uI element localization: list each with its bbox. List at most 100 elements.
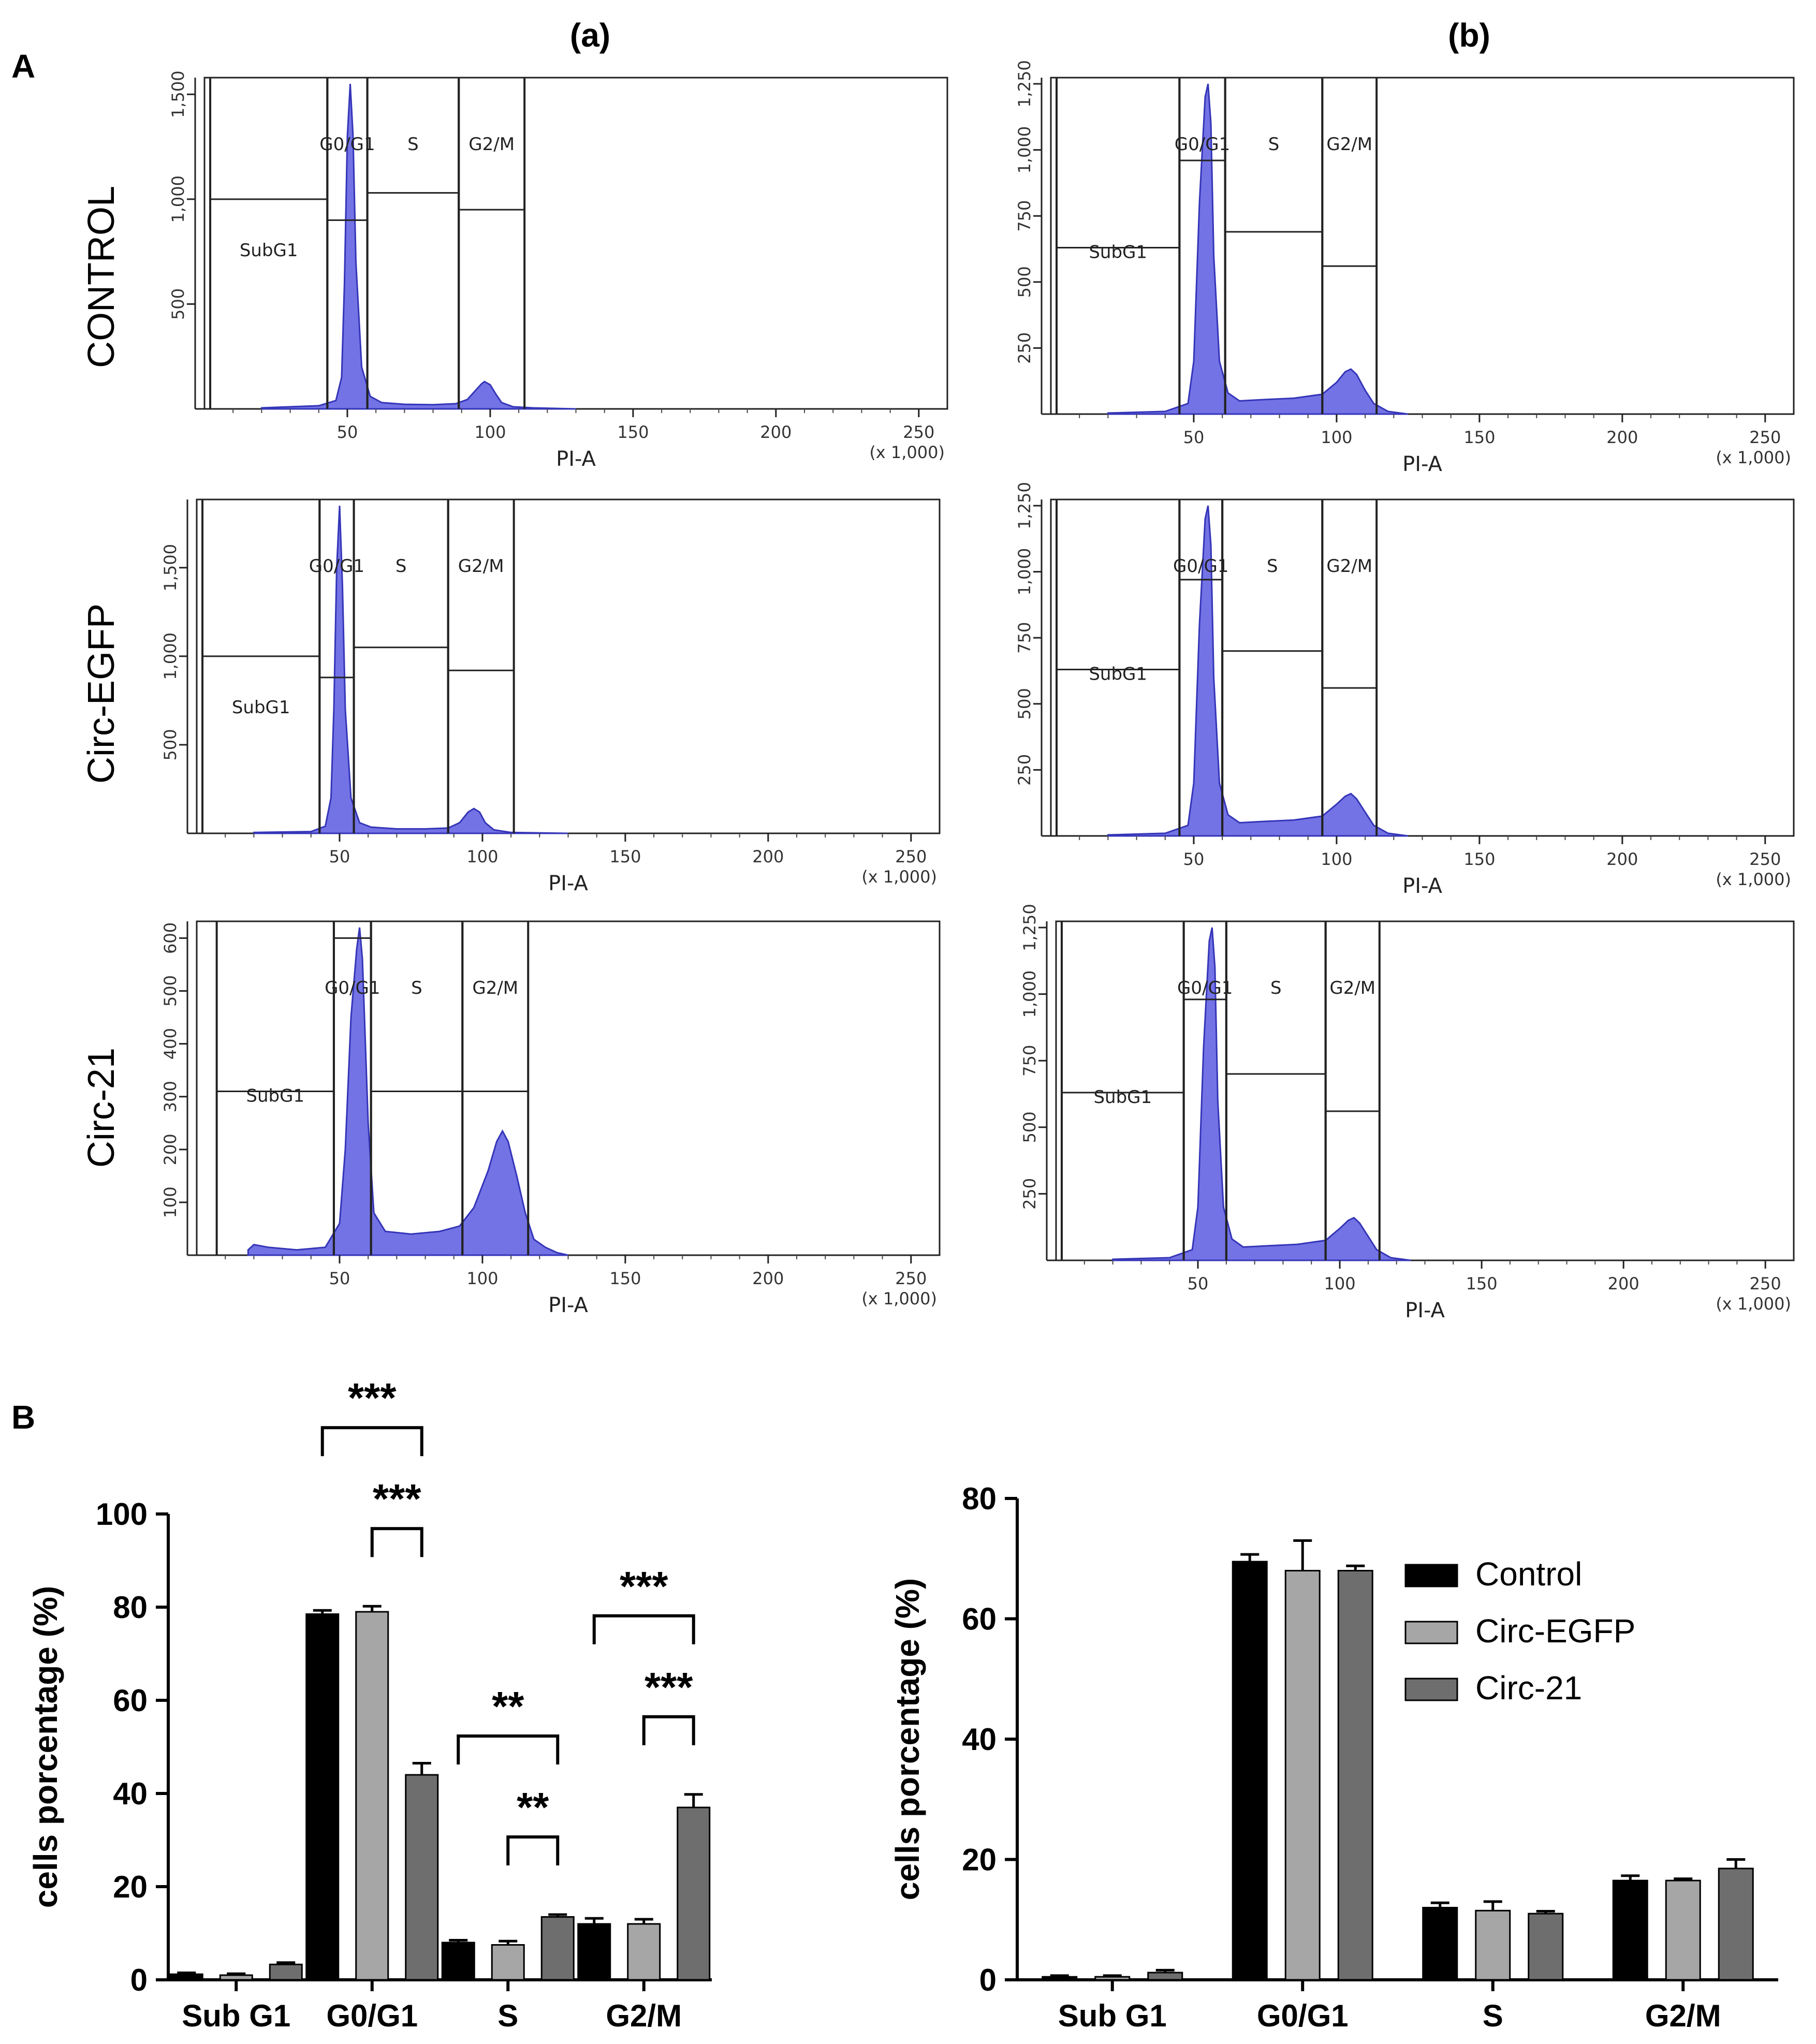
gate-label-S: S	[1267, 556, 1278, 577]
x-tick-label: 200	[1606, 849, 1638, 869]
y-tick-label: 1,000	[1015, 548, 1034, 596]
row-label-circ-egfp: Circ-EGFP	[81, 604, 122, 784]
x-tick-label: G0/G1	[1257, 1998, 1349, 2033]
bar-circ-21	[1337, 1570, 1373, 1981]
bar-control	[1422, 1907, 1458, 1981]
significance-bracket	[370, 1527, 423, 1557]
bar-circ-egfp	[219, 1974, 253, 1981]
x-tick-label: 100	[466, 847, 498, 866]
gate-label-G2/M: G2/M	[458, 556, 504, 577]
x-tick-label: 200	[1606, 428, 1638, 447]
y-tick-label: 0	[979, 1963, 997, 1997]
x-tick-label: 100	[466, 1269, 498, 1288]
y-tick-label: 400	[160, 1028, 180, 1060]
bar-charts: 0 20 40 60 80 100 cells porcentage (%) Sub G1 G0…	[27, 1375, 1778, 2033]
gate-label-G0/G1: G0/G1	[1173, 556, 1228, 577]
legend-label-circ-21: Circ-21	[1475, 1669, 1582, 1707]
x-tick-label: G0/G1	[326, 1998, 418, 2033]
histogram-panel-A-a-circ-egfp: SubG1 G0/G1 S G2/M 50 100 150 200 250 PI-A (x 1,00…	[160, 498, 941, 895]
y-tick-label: 500	[1015, 688, 1034, 719]
x-tick-label: 250	[1750, 1274, 1781, 1293]
histogram-area	[260, 83, 576, 410]
gate-label-G2/M: G2/M	[472, 978, 518, 998]
x-tick-label: 50	[1188, 1274, 1209, 1293]
histogram-area	[247, 927, 568, 1256]
x-tick-label: 50	[329, 847, 350, 866]
y-tick-label: 60	[962, 1602, 997, 1637]
bar-chart-B-right: 0 20 40 60 80 cells porcentage (%) Sub G1 G0/G1…	[889, 1481, 1778, 2033]
histogram-panel-A-b-circ-egfp: SubG1 G0/G1 S G2/M 50 100 150 200 250 PI-A (x 1,00…	[1015, 482, 1795, 898]
y-tick-label: 1,250	[1015, 60, 1034, 108]
bar-circ-21	[540, 1916, 575, 1981]
plot-frame	[196, 920, 941, 1256]
y-tick-label: 20	[962, 1843, 997, 1877]
bar-circ-21	[1147, 1972, 1183, 1981]
y-tick-label: 250	[1015, 754, 1034, 786]
x-multiplier: (x 1,000)	[861, 1289, 937, 1308]
y-tick-label: 500	[168, 288, 188, 320]
bar-control	[1042, 1976, 1078, 1981]
y-tick-label: 500	[160, 729, 180, 760]
x-tick-label: 50	[1183, 428, 1205, 447]
bar-circ-21	[677, 1806, 711, 1981]
significance-label: **	[492, 1683, 524, 1729]
legend-label-control: Control	[1475, 1555, 1582, 1593]
y-tick-label: 1,250	[1015, 482, 1034, 530]
gate-label-SubG1: SubG1	[1093, 1087, 1152, 1108]
y-tick-label: 1,000	[1020, 970, 1039, 1018]
panel-label-col-a: (a)	[570, 17, 610, 54]
x-multiplier: (x 1,000)	[1716, 870, 1791, 889]
bar-control	[1612, 1879, 1648, 1981]
y-tick-label: 200	[160, 1134, 180, 1165]
y-tick-label: 100	[160, 1186, 180, 1218]
bar-circ-egfp	[627, 1923, 661, 1981]
x-tick-label: 200	[752, 1269, 784, 1288]
significance-bracket	[642, 1715, 695, 1745]
legend-label-circ-egfp: Circ-EGFP	[1475, 1612, 1635, 1650]
gate-label-G0/G1: G0/G1	[309, 556, 364, 577]
row-label-circ-21: Circ-21	[81, 1048, 122, 1168]
gate-label-S: S	[1270, 978, 1282, 998]
x-tick-label: 250	[903, 422, 934, 442]
histogram-area	[253, 505, 568, 834]
x-tick-label: G2/M	[606, 1998, 682, 2033]
bar-control	[441, 1942, 475, 1981]
panel-label-col-b: (b)	[1448, 17, 1490, 54]
gate-label-S: S	[407, 134, 419, 155]
significance-label: **	[517, 1784, 549, 1830]
gate-label-G0/G1: G0/G1	[319, 134, 375, 155]
x-tick-label: 200	[760, 422, 792, 442]
x-multiplier: (x 1,000)	[861, 867, 937, 887]
gate-label-G2/M: G2/M	[468, 134, 515, 155]
bar-circ-egfp	[1284, 1570, 1321, 1981]
x-tick-label: 200	[1608, 1274, 1639, 1293]
x-tick-label: 150	[609, 847, 641, 866]
bar-circ-egfp	[1665, 1879, 1701, 1981]
histogram-area	[1107, 505, 1409, 837]
histogram-panel-A-a-control: SubG1 G0/G1 S G2/M 50 100 150 200 250 PI-A (x 1,00…	[168, 70, 948, 471]
bar-circ-egfp	[355, 1611, 389, 1981]
y-tick-label: 40	[962, 1722, 997, 1757]
bar-circ-egfp	[1094, 1976, 1131, 1981]
gate-label-S: S	[411, 978, 422, 998]
x-tick-label: 50	[1183, 849, 1205, 869]
x-axis-label: PI-A	[548, 872, 588, 895]
gate-label-G2/M: G2/M	[1326, 134, 1372, 155]
plot-frame	[1050, 77, 1795, 415]
y-axis-label: cells porcentage (%)	[27, 1586, 64, 1908]
bar-circ-egfp	[491, 1944, 525, 1981]
x-tick-label: 100	[474, 422, 506, 442]
x-tick-label: 250	[1749, 849, 1781, 869]
y-tick-label: 0	[130, 1963, 148, 1997]
x-tick-label: S	[497, 1998, 518, 2033]
row-label-control: CONTROL	[81, 186, 122, 368]
gate-label-G0/G1: G0/G1	[1177, 978, 1233, 998]
y-tick-label: 600	[160, 922, 180, 954]
bar-control	[1232, 1561, 1268, 1981]
bar-circ-21	[1528, 1913, 1564, 1981]
x-tick-label: 200	[752, 847, 784, 866]
y-tick-label: 60	[113, 1683, 148, 1718]
y-tick-label: 750	[1020, 1045, 1039, 1077]
plot-frame	[1050, 498, 1795, 837]
